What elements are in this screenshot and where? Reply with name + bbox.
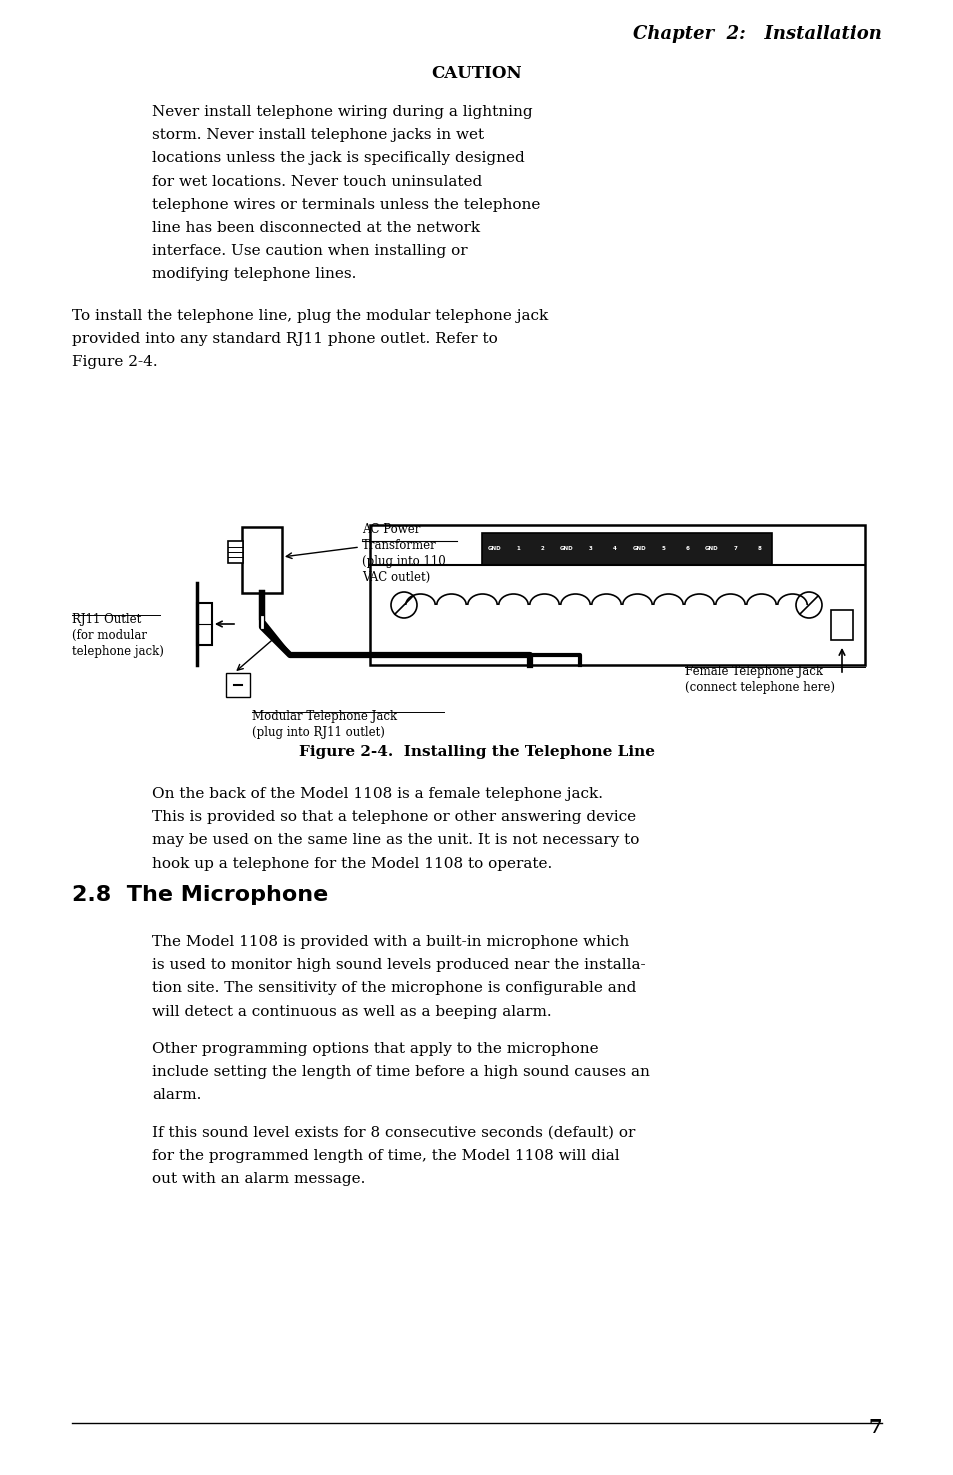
Text: (connect telephone here): (connect telephone here): [684, 681, 834, 695]
Text: storm. Never install telephone jacks in wet: storm. Never install telephone jacks in …: [152, 128, 483, 142]
Text: GND: GND: [704, 546, 718, 550]
Text: modifying telephone lines.: modifying telephone lines.: [152, 267, 356, 282]
Text: 4: 4: [613, 546, 617, 550]
Text: If this sound level exists for 8 consecutive seconds (default) or: If this sound level exists for 8 consecu…: [152, 1125, 635, 1139]
Text: for the programmed length of time, the Model 1108 will dial: for the programmed length of time, the M…: [152, 1149, 619, 1162]
Text: Figure 2-4.: Figure 2-4.: [71, 355, 157, 369]
Text: may be used on the same line as the unit. It is not necessary to: may be used on the same line as the unit…: [152, 833, 639, 848]
Text: Never install telephone wiring during a lightning: Never install telephone wiring during a …: [152, 105, 532, 119]
Text: The Model 1108 is provided with a built-in microphone which: The Model 1108 is provided with a built-…: [152, 935, 629, 948]
Text: Other programming options that apply to the microphone: Other programming options that apply to …: [152, 1041, 598, 1056]
Text: 2.8  The Microphone: 2.8 The Microphone: [71, 885, 328, 906]
Text: Transformer: Transformer: [361, 538, 436, 552]
Text: GND: GND: [632, 546, 645, 550]
Text: Modular Telephone Jack: Modular Telephone Jack: [252, 709, 396, 723]
Text: 7: 7: [867, 1419, 882, 1437]
Bar: [481, 532, 771, 565]
Text: VAC outlet): VAC outlet): [361, 571, 430, 584]
Text: (plug into 110: (plug into 110: [361, 555, 445, 568]
Text: 7: 7: [733, 546, 737, 550]
Text: for wet locations. Never touch uninsulated: for wet locations. Never touch uninsulat…: [152, 174, 482, 189]
Text: 5: 5: [660, 546, 664, 550]
Text: 2: 2: [540, 546, 544, 550]
Text: tion site. The sensitivity of the microphone is configurable and: tion site. The sensitivity of the microp…: [152, 981, 636, 996]
Text: AC Power: AC Power: [361, 524, 420, 535]
Text: This is provided so that a telephone or other answering device: This is provided so that a telephone or …: [152, 810, 636, 825]
Text: Chapter  2:   Installation: Chapter 2: Installation: [633, 25, 882, 43]
Text: Figure 2-4.  Installing the Telephone Line: Figure 2-4. Installing the Telephone Lin…: [298, 745, 655, 760]
Text: GND: GND: [559, 546, 573, 550]
Text: locations unless the jack is specifically designed: locations unless the jack is specificall…: [152, 152, 524, 165]
Text: interface. Use caution when installing or: interface. Use caution when installing o…: [152, 245, 467, 258]
Text: 3: 3: [588, 546, 592, 550]
Text: include setting the length of time before a high sound causes an: include setting the length of time befor…: [152, 1065, 649, 1080]
Text: alarm.: alarm.: [152, 1089, 201, 1102]
Text: 1: 1: [516, 546, 519, 550]
Text: out with an alarm message.: out with an alarm message.: [152, 1171, 365, 1186]
Text: 6: 6: [685, 546, 689, 550]
Text: CAUTION: CAUTION: [432, 65, 521, 83]
Text: (for modular: (for modular: [71, 628, 147, 642]
Text: will detect a continuous as well as a beeping alarm.: will detect a continuous as well as a be…: [152, 1004, 551, 1019]
Text: hook up a telephone for the Model 1108 to operate.: hook up a telephone for the Model 1108 t…: [152, 857, 552, 870]
Bar: [242, 527, 282, 593]
Bar: [226, 673, 250, 698]
Text: telephone jack): telephone jack): [71, 645, 164, 658]
Bar: [196, 603, 212, 645]
Text: On the back of the Model 1108 is a female telephone jack.: On the back of the Model 1108 is a femal…: [152, 788, 602, 801]
Bar: [370, 525, 864, 665]
Bar: [830, 611, 852, 640]
Text: line has been disconnected at the network: line has been disconnected at the networ…: [152, 221, 479, 235]
Text: GND: GND: [487, 546, 500, 550]
Text: To install the telephone line, plug the modular telephone jack: To install the telephone line, plug the …: [71, 308, 548, 323]
Text: telephone wires or terminals unless the telephone: telephone wires or terminals unless the …: [152, 198, 539, 212]
Bar: [228, 541, 243, 563]
Text: RJ11 Outlet: RJ11 Outlet: [71, 614, 141, 625]
Text: (plug into RJ11 outlet): (plug into RJ11 outlet): [252, 726, 384, 739]
Text: provided into any standard RJ11 phone outlet. Refer to: provided into any standard RJ11 phone ou…: [71, 332, 497, 345]
Text: 8: 8: [758, 546, 761, 550]
Text: is used to monitor high sound levels produced near the installa-: is used to monitor high sound levels pro…: [152, 959, 645, 972]
Text: Female Telephone Jack: Female Telephone Jack: [684, 665, 822, 678]
